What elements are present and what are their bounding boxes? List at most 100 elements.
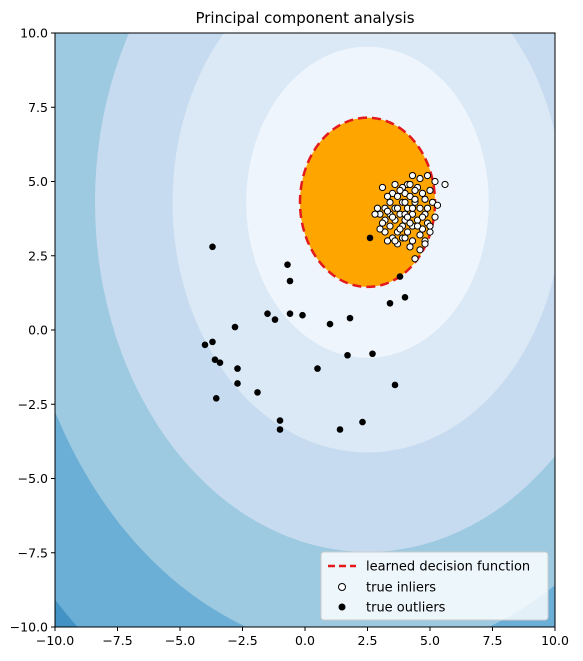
y-tick-label: −10.0 (10, 620, 48, 635)
outlier-point (284, 261, 291, 268)
inlier-point (414, 223, 420, 229)
outlier-point (387, 300, 394, 307)
inlier-point (389, 214, 395, 220)
inlier-point (412, 187, 418, 193)
x-tick-label: 5.0 (420, 633, 440, 648)
y-tick-label: 0.0 (28, 323, 48, 338)
x-tick-label: −5.0 (165, 633, 195, 648)
outlier-point (402, 294, 409, 301)
inlier-point (417, 175, 423, 181)
inlier-point (394, 205, 400, 211)
inlier-point (427, 229, 433, 235)
outlier-point (287, 310, 294, 317)
x-tick-label: 0.0 (295, 633, 315, 648)
x-tick-label: −10.0 (36, 633, 74, 648)
outlier-point (314, 365, 321, 372)
inlier-point (409, 205, 415, 211)
inlier-point (384, 193, 390, 199)
outlier-point (337, 426, 344, 433)
outlier-point (392, 382, 399, 389)
inlier-point (432, 178, 438, 184)
inlier-point (384, 238, 390, 244)
outlier-point (369, 350, 376, 357)
inlier-point (432, 214, 438, 220)
outlier-point (344, 352, 351, 359)
inlier-point (397, 187, 403, 193)
y-tick-label: 2.5 (28, 248, 48, 263)
outlier-point (327, 321, 334, 328)
outlier-point (347, 315, 354, 322)
x-tick-label: 10.0 (541, 633, 569, 648)
inlier-point (402, 235, 408, 241)
inlier-point (417, 205, 423, 211)
y-tick-label: −5.0 (18, 471, 48, 486)
inlier-point (387, 199, 393, 205)
inlier-point (372, 211, 378, 217)
inlier-point (419, 190, 425, 196)
inlier-point (407, 220, 413, 226)
x-tick-label: 2.5 (358, 633, 378, 648)
inlier-point (412, 256, 418, 262)
outlier-point (234, 365, 241, 372)
outlier-point (277, 426, 284, 433)
y-tick-label: −7.5 (18, 545, 48, 560)
inlier-point (384, 208, 390, 214)
inlier-point (379, 220, 385, 226)
outlier-point (209, 339, 216, 346)
outlier-point (213, 395, 220, 402)
outlier-point (234, 380, 241, 387)
outlier-point (299, 312, 306, 319)
outlier-point (202, 342, 209, 349)
y-tick-label: 7.5 (28, 100, 48, 115)
inlier-point (434, 202, 440, 208)
inlier-point (387, 223, 393, 229)
legend-label-decision-function: learned decision function (366, 560, 530, 575)
inlier-point (424, 205, 430, 211)
inlier-point (409, 238, 415, 244)
inlier-point (394, 193, 400, 199)
outlier-point (264, 310, 271, 317)
outlier-point (359, 419, 366, 426)
inlier-point (397, 226, 403, 232)
inlier-point (424, 172, 430, 178)
inlier-point (392, 181, 398, 187)
chart-title: Principal component analysis (195, 9, 414, 27)
legend: learned decision function true inliers t… (321, 552, 548, 620)
legend-filled-marker-swatch (339, 604, 346, 611)
legend-label-outliers: true outliers (366, 601, 446, 616)
outlier-point (232, 324, 239, 331)
legend-hollow-marker-swatch (339, 584, 346, 591)
x-tick-label: 7.5 (483, 633, 503, 648)
inlier-point (407, 181, 413, 187)
y-tick-label: 5.0 (28, 174, 48, 189)
outlier-point (217, 359, 224, 366)
y-tick-label: 10.0 (20, 26, 48, 41)
inlier-point (379, 184, 385, 190)
inlier-point (402, 199, 408, 205)
inlier-point (419, 214, 425, 220)
outlier-point (277, 417, 284, 424)
outlier-point (272, 316, 279, 323)
outlier-point (367, 235, 374, 242)
x-axis: −10.0 −7.5 −5.0 −2.5 0.0 2.5 5.0 7.5 10.0 (36, 627, 569, 648)
outlier-point (209, 244, 216, 251)
outlier-point (254, 389, 261, 396)
inlier-point (404, 214, 410, 220)
inlier-point (422, 241, 428, 247)
y-tick-label: −2.5 (18, 397, 48, 412)
outlier-point (287, 278, 294, 285)
inlier-point (422, 196, 428, 202)
inlier-point (427, 187, 433, 193)
inlier-point (374, 205, 380, 211)
inlier-point (404, 229, 410, 235)
outlier-point (397, 273, 404, 280)
x-tick-label: −2.5 (227, 633, 257, 648)
inlier-point (412, 196, 418, 202)
x-tick-label: −7.5 (102, 633, 132, 648)
inlier-point (409, 172, 415, 178)
inlier-point (377, 226, 383, 232)
y-axis: −10.0 −7.5 −5.0 −2.5 0.0 2.5 5.0 7.5 10.0 (10, 26, 55, 635)
inlier-point (392, 238, 398, 244)
inlier-point (442, 181, 448, 187)
